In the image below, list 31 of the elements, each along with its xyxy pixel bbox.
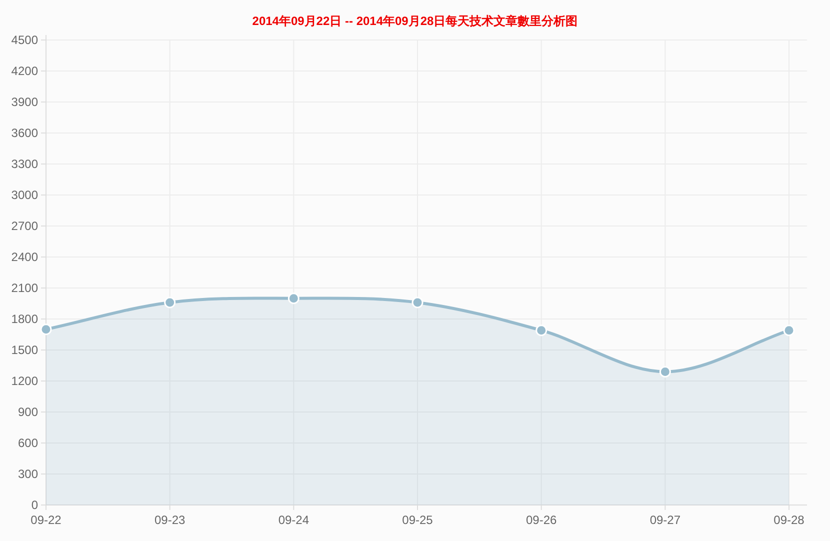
x-tick-label: 09-28 [774, 513, 805, 527]
y-tick-label: 2700 [11, 219, 38, 233]
y-tick-label: 2400 [11, 250, 38, 264]
y-tick-label: 3600 [11, 126, 38, 140]
y-tick-label: 3300 [11, 157, 38, 171]
point [40, 324, 52, 336]
y-tick-label: 3000 [11, 188, 38, 202]
x-tick-label: 09-26 [526, 513, 557, 527]
point [288, 292, 300, 304]
x-tick-label: 09-25 [402, 513, 434, 527]
point [783, 324, 795, 336]
point [536, 324, 548, 336]
x-tick-label: 09-22 [30, 513, 62, 527]
y-tick-label: 3900 [11, 95, 38, 109]
y-tick-label: 4200 [11, 64, 38, 78]
y-tick-label: 300 [18, 467, 38, 481]
x-tick-label: 09-23 [154, 513, 186, 527]
x-tick-label: 09-24 [278, 513, 310, 527]
x-tick-label: 09-27 [650, 513, 681, 527]
y-tick-label: 1800 [11, 312, 38, 326]
y-tick-label: 1500 [11, 343, 38, 357]
y-tick-label: 900 [18, 405, 38, 419]
chart-title: 2014年09月22日 -- 2014年09月28日每天技术文章數里分析图 [252, 14, 578, 28]
y-tick-label: 2100 [11, 281, 38, 295]
y-tick-label: 0 [31, 498, 38, 512]
y-tick-label: 1200 [11, 374, 38, 388]
y-tick-label: 600 [18, 436, 38, 450]
y-tick-label: 4500 [11, 33, 38, 47]
point [412, 296, 424, 308]
point [164, 296, 176, 308]
point [659, 366, 671, 378]
